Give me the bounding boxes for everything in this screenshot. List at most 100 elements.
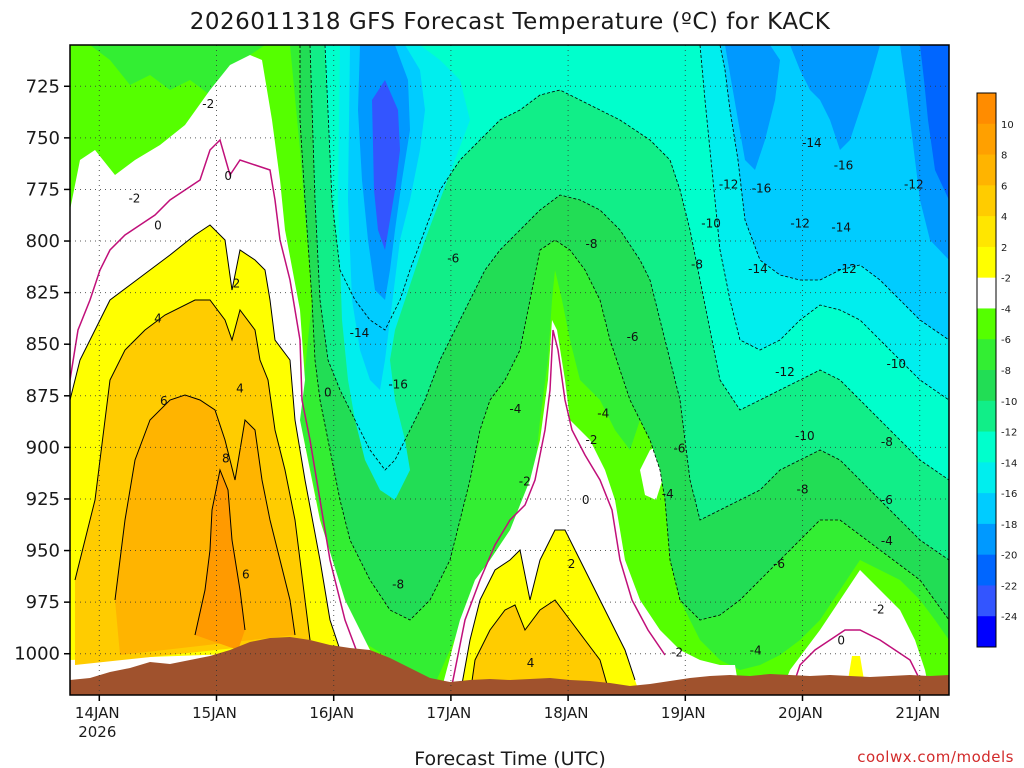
colorbar-label: 6	[1001, 181, 1007, 192]
contour-label: 4	[527, 656, 535, 670]
contour-label: -10	[886, 357, 906, 371]
x-tick-label: 16JAN	[309, 704, 354, 722]
contour-label: -4	[881, 534, 893, 548]
contour-label: 0	[154, 219, 162, 233]
x-tick-label: 19JAN	[661, 704, 706, 722]
y-tick-label: 900	[26, 437, 60, 458]
colorbar-swatch	[977, 277, 996, 309]
credit-link[interactable]: coolwx.com/models	[857, 748, 1014, 766]
contour-label: -12	[837, 262, 857, 276]
y-tick-label: 775	[26, 179, 60, 200]
colorbar-label: 10	[1001, 120, 1014, 131]
colorbar-swatch	[977, 616, 996, 648]
contour-label: -2	[202, 97, 214, 111]
contour-label: -6	[673, 441, 685, 455]
contour-label: -4	[509, 402, 521, 416]
colorbar-label: -18	[1001, 520, 1017, 531]
contour-label: -8	[691, 258, 703, 272]
contour-label: -6	[627, 330, 639, 344]
y-tick-label: 800	[26, 231, 60, 252]
colorbar-swatch	[977, 246, 996, 279]
y-tick-label: 850	[26, 334, 60, 355]
contour-line	[699, 45, 949, 401]
band-east-yellow	[848, 656, 864, 680]
contour-line	[719, 45, 949, 341]
contour-label: -6	[881, 493, 893, 507]
colorbar-swatch	[977, 93, 996, 125]
y-tick-label: 750	[26, 128, 60, 149]
colorbar-label: 8	[1001, 151, 1007, 162]
contour-label: -10	[795, 429, 815, 443]
colorbar-swatch	[977, 431, 996, 463]
freezing-lines	[70, 138, 921, 695]
x-gridlines	[98, 45, 921, 695]
x-axis-label: Forecast Time (UTC)	[414, 748, 605, 768]
band-east-cold-2	[720, 45, 949, 340]
contour-label: -14	[748, 262, 768, 276]
colorbar-label: -2	[1001, 274, 1011, 285]
contour-label: -2	[519, 474, 531, 488]
zero-degree-line	[70, 138, 361, 661]
zero-degree-line	[789, 629, 921, 695]
colorbar-label: -22	[1001, 581, 1017, 592]
x-tick-label: 17JAN	[427, 704, 472, 722]
contour-label: 6	[160, 394, 168, 408]
zero-degree-line	[449, 329, 666, 695]
band-8-to-10-west	[195, 470, 245, 650]
contour-label: -8	[392, 578, 404, 592]
contour-label: -4	[750, 644, 762, 658]
colorbar-swatch	[977, 493, 996, 525]
y-axis: 725 750 775 800 825 850 875 900 925 950 975 1000	[14, 76, 70, 665]
band-6-to-8-west	[115, 395, 295, 655]
contour-labels: -2 0 -2 0 2 4 4 6 0 8 6 -14 -16 -8 -6 -4 -8 -6 -4 -2 -2 0 2 4 -6…	[128, 97, 924, 670]
y-tick-label: 975	[26, 592, 60, 613]
colorbar-swatch	[977, 154, 996, 186]
contour-label: -8	[586, 237, 598, 251]
contour-label: -14	[350, 326, 370, 340]
contour-label: -12	[904, 177, 924, 191]
chart-title: 2026011318 GFS Forecast Temperature (ºC)…	[190, 9, 831, 35]
contour-label: 0	[224, 169, 232, 183]
terrain	[70, 637, 949, 695]
colorbar-swatch	[977, 462, 996, 494]
band-minus16-to-minus18	[372, 80, 400, 250]
contour-label: -2	[586, 433, 598, 447]
contour-line	[194, 468, 246, 636]
colorbar-label: -16	[1001, 489, 1017, 500]
colorbar-label: 2	[1001, 243, 1007, 254]
colorbar-label: 4	[1001, 212, 1007, 223]
plot-frame	[69, 44, 950, 696]
y-tick-label: 950	[26, 541, 60, 562]
colorbar-swatch	[977, 123, 996, 156]
x-tick-label: 15JAN	[192, 704, 237, 722]
contour-label: -8	[797, 483, 809, 497]
contour-label: 0	[837, 633, 845, 647]
contour-label: -2	[671, 646, 683, 660]
colorbar-swatch	[977, 585, 996, 617]
contour-label: -14	[831, 221, 851, 235]
colorbar-swatch	[977, 554, 996, 586]
contour-label: 0	[582, 493, 590, 507]
y-tick-label: 925	[26, 489, 60, 510]
colorbar-swatch	[977, 308, 996, 340]
x-tick-label: 20JAN	[778, 704, 823, 722]
contour-label: -10	[701, 216, 721, 230]
colorbar-label: -6	[1001, 335, 1011, 346]
contour-label: -16	[388, 377, 408, 391]
contour-label: -2	[873, 602, 885, 616]
y-tick-label: 1000	[14, 644, 60, 665]
colorbar-label: -14	[1001, 458, 1017, 469]
band-east-white	[780, 570, 930, 695]
colorbar-swatch	[977, 400, 996, 433]
contour-label: -6	[773, 557, 785, 571]
y-tick-label: 875	[26, 386, 60, 407]
x-tick-label: 14JAN	[75, 704, 120, 722]
colorbar-label: -10	[1001, 397, 1017, 408]
contour-label: 4	[236, 382, 244, 396]
y-tick-label: 825	[26, 283, 60, 304]
colorbar-swatch	[977, 339, 996, 371]
band-4-to-6-central	[470, 600, 610, 695]
contour-lines	[70, 224, 636, 695]
